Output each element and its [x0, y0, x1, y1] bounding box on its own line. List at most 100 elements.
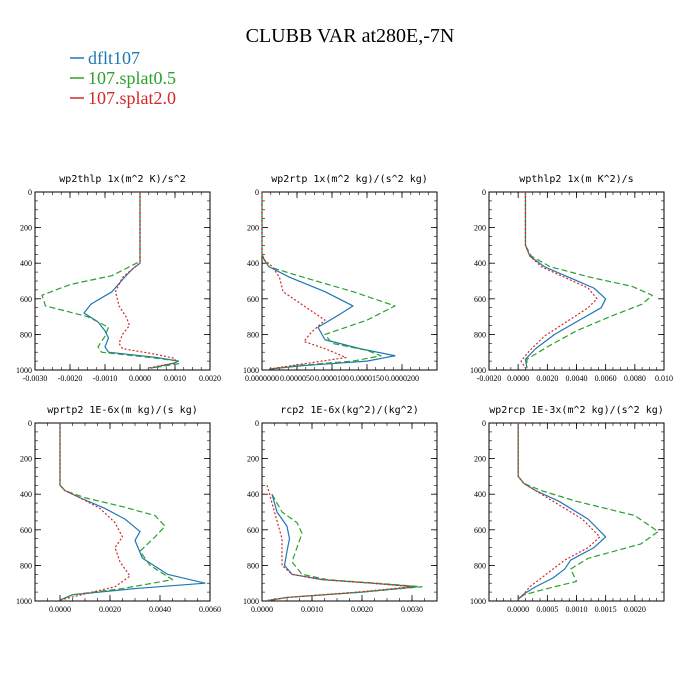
y-tick-label: 800 [247, 561, 259, 570]
x-tick-label: 0.0040 [566, 374, 588, 383]
x-tick-label: 0.0000 [251, 605, 273, 614]
legend-label-0: dflt107 [88, 48, 140, 68]
x-tick-label: 0.010 [655, 374, 673, 383]
series-line-107.splat0.5 [41, 192, 180, 369]
y-tick-label: 800 [247, 330, 259, 339]
subplot-3: wprtp2 1E-6x(m kg)/(s kg) 0.0000 0.0020 0.0… [16, 405, 221, 614]
y-tick-label: 1000 [470, 366, 486, 375]
x-tick-label: 0.0000000 [245, 374, 279, 383]
x-tick-label: 0.0000 [49, 605, 71, 614]
y-tick-label: 600 [474, 526, 486, 535]
subplot-2: wpthlp2 1x(m K^2)/s -0.0020 0.0000 0.0020 0.… [470, 174, 673, 383]
y-tick-label: 600 [247, 295, 259, 304]
y-tick-label: 0 [482, 419, 486, 428]
series-line-107.splat2.0 [59, 423, 131, 601]
y-tick-label: 400 [247, 259, 259, 268]
subplot-title: wpthlp2 1x(m K^2)/s [519, 174, 633, 185]
series-line-107.splat2.0 [517, 423, 601, 600]
plot-frame [261, 422, 438, 602]
y-tick-label: 200 [247, 224, 259, 233]
y-tick-label: 1000 [243, 366, 259, 375]
series-line-107.splat0.5 [517, 423, 659, 600]
y-tick-label: 600 [20, 526, 32, 535]
y-tick-label: 0 [255, 188, 259, 197]
series-line-107.splat2.0 [266, 485, 413, 602]
series-line-107.splat0.5 [59, 423, 174, 601]
figure-title: CLUBB VAR at280E,-7N [246, 25, 455, 47]
y-tick-label: 200 [247, 455, 259, 464]
y-tick-label: 400 [20, 490, 32, 499]
x-tick-label: 0.0000100 [315, 374, 349, 383]
subplot-1: wp2rtp 1x(m^2 kg)/(s^2 kg)0.0000000 0.000… [243, 174, 438, 383]
plot-frame [261, 191, 438, 371]
legend-label-2: 107.splat2.0 [88, 88, 176, 108]
x-tick-label: 0.0015 [595, 605, 617, 614]
subplot-title: rcp2 1E-6x(kg^2)/(kg^2) [280, 405, 418, 416]
x-tick-label: -0.0010 [93, 374, 118, 383]
subplot-title: wprtp2 1E-6x(m kg)/(s kg) [47, 405, 198, 416]
x-tick-label: 0.0000 [129, 374, 151, 383]
x-tick-label: 0.0060 [199, 605, 221, 614]
y-tick-label: 800 [20, 330, 32, 339]
x-tick-label: -0.0030 [23, 374, 48, 383]
x-tick-label: 0.0060 [595, 374, 617, 383]
subplot-title: wp2rcp 1E-3x(m^2 kg)/(s^2 kg) [489, 405, 664, 416]
x-tick-label: -0.0020 [58, 374, 83, 383]
series-line-dflt107 [517, 423, 607, 600]
y-tick-label: 600 [247, 526, 259, 535]
y-tick-label: 1000 [470, 597, 486, 606]
series-line-107.splat2.0 [114, 192, 176, 369]
y-tick-label: 800 [474, 330, 486, 339]
y-tick-label: 1000 [16, 597, 32, 606]
x-tick-label: -0.0020 [477, 374, 502, 383]
y-tick-label: 600 [474, 295, 486, 304]
series-line-dflt107 [524, 192, 607, 369]
plot-frame [34, 191, 211, 371]
x-tick-label: 0.0020 [99, 605, 121, 614]
y-tick-label: 800 [20, 561, 32, 570]
x-tick-label: 0.0080 [624, 374, 646, 383]
series-line-107.splat0.5 [261, 192, 396, 370]
subplots: wp2thlp 1x(m^2 K)/s^2 -0.0030 -0.0020 -0.00… [16, 174, 673, 614]
x-tick-label: 0.0020 [536, 374, 558, 383]
series-line-107.splat2.0 [261, 192, 347, 370]
y-tick-label: 0 [255, 419, 259, 428]
x-tick-label: 0.0000 [507, 374, 529, 383]
y-tick-label: 400 [247, 490, 259, 499]
plot-frame [34, 422, 211, 602]
x-tick-label: 0.0010 [566, 605, 588, 614]
y-tick-label: 0 [482, 188, 486, 197]
y-tick-label: 1000 [243, 597, 259, 606]
subplot-title: wp2rtp 1x(m^2 kg)/(s^2 kg) [271, 174, 428, 185]
x-tick-label: 0.0040 [149, 605, 171, 614]
series-line-dflt107 [83, 192, 180, 369]
x-tick-label: 0.0000 [507, 605, 529, 614]
series-line-107.splat0.5 [524, 192, 653, 369]
y-tick-label: 400 [20, 259, 32, 268]
x-tick-label: 0.0000200 [385, 374, 419, 383]
subplot-5: wp2rcp 1E-3x(m^2 kg)/(s^2 kg) 0.0000 0.000… [470, 405, 665, 614]
series-line-dflt107 [266, 494, 418, 602]
legend-label-1: 107.splat0.5 [88, 68, 176, 88]
subplot-title: wp2thlp 1x(m^2 K)/s^2 [59, 174, 185, 185]
series-line-107.splat2.0 [520, 192, 598, 369]
series-line-107.splat0.5 [266, 493, 423, 602]
x-tick-label: 0.0030 [401, 605, 423, 614]
x-tick-label: 0.0020 [351, 605, 373, 614]
y-tick-label: 400 [474, 490, 486, 499]
x-tick-label: 0.0020 [199, 374, 221, 383]
x-tick-label: 0.0000150 [350, 374, 384, 383]
x-tick-label: 0.0010 [164, 374, 186, 383]
y-tick-label: 200 [474, 224, 486, 233]
y-tick-label: 600 [20, 295, 32, 304]
series-line-dflt107 [59, 423, 206, 601]
x-tick-label: 0.0005 [536, 605, 558, 614]
y-tick-label: 800 [474, 561, 486, 570]
legend: dflt107 107.splat0.5 107.splat2.0 [70, 48, 176, 108]
subplot-4: rcp2 1E-6x(kg^2)/(kg^2) 0.0000 0.0010 0.002… [243, 405, 438, 614]
x-tick-label: 0.0010 [301, 605, 323, 614]
x-tick-label: 0.0000050 [280, 374, 314, 383]
y-tick-label: 200 [20, 455, 32, 464]
series-line-dflt107 [261, 192, 396, 370]
